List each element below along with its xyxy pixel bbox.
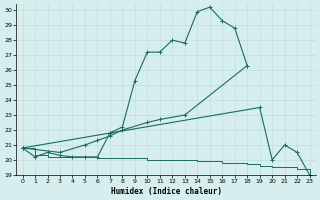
X-axis label: Humidex (Indice chaleur): Humidex (Indice chaleur) bbox=[111, 187, 221, 196]
